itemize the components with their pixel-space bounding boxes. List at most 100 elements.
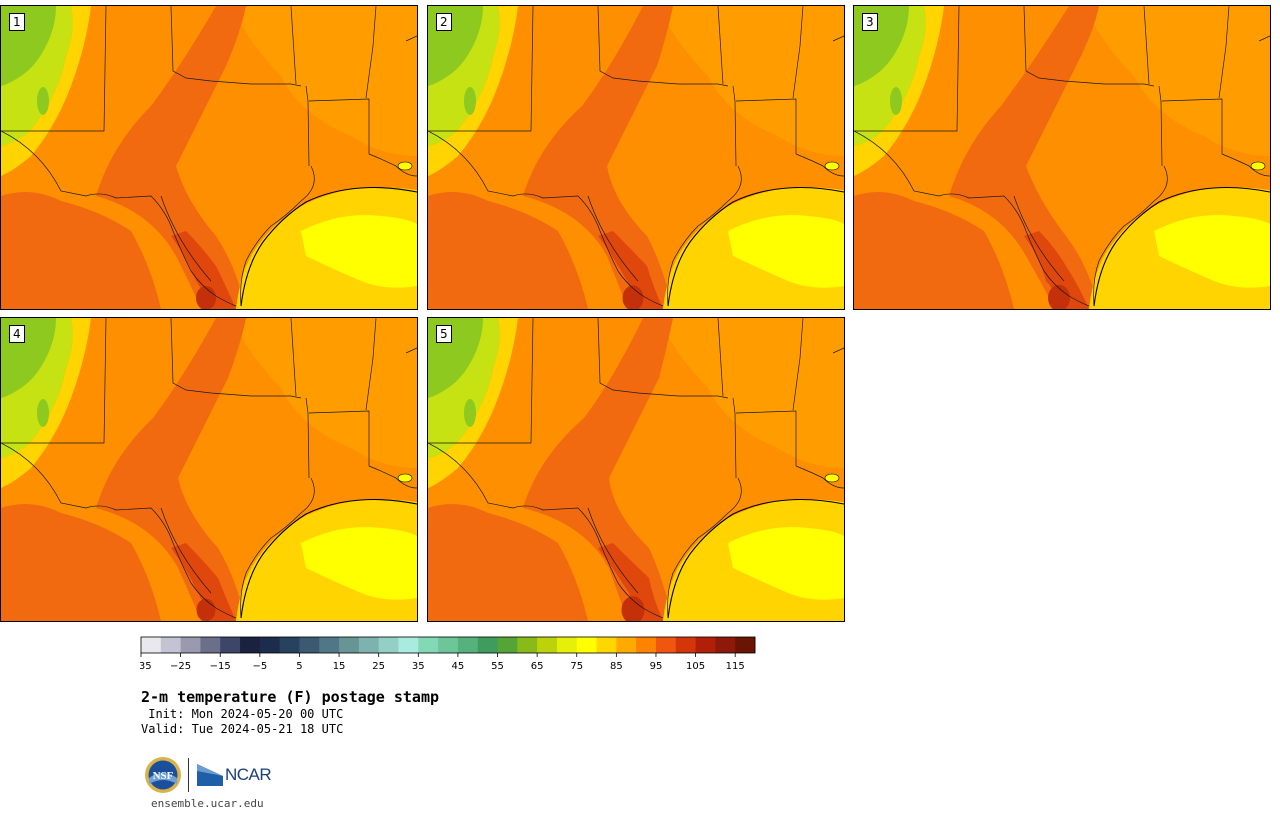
colorbar-swatch bbox=[616, 637, 637, 653]
boundary-line bbox=[732, 85, 737, 167]
ensemble-member-map-3: 3 bbox=[853, 5, 1271, 310]
member-number-label: 4 bbox=[9, 325, 25, 343]
temperature-region bbox=[854, 192, 1014, 309]
boundary-line bbox=[792, 6, 804, 99]
lake bbox=[824, 473, 840, 483]
colorbar-swatch bbox=[418, 637, 439, 653]
temperature-region bbox=[171, 543, 236, 621]
footer-url: ensemble.ucar.edu bbox=[151, 797, 264, 810]
colorbar-swatch bbox=[438, 637, 459, 653]
member-number-label: 2 bbox=[436, 13, 452, 31]
colorbar-swatch bbox=[339, 637, 360, 653]
temperature-region bbox=[523, 6, 673, 309]
boundary-line bbox=[597, 318, 729, 399]
nsf-logo-icon: NSF bbox=[145, 757, 181, 793]
colorbar-swatch bbox=[735, 637, 756, 653]
coastline bbox=[667, 498, 844, 619]
lake bbox=[397, 473, 413, 483]
colorbar-tick-label: 115 bbox=[726, 661, 745, 672]
temperature-region bbox=[37, 399, 49, 427]
temperature-region bbox=[96, 318, 246, 621]
boundary-line bbox=[1013, 195, 1065, 282]
member-number-label: 5 bbox=[436, 325, 452, 343]
colorbar-tick-label: 45 bbox=[452, 661, 465, 672]
colorbar-swatch bbox=[279, 637, 300, 653]
boundary-line bbox=[1, 442, 237, 619]
boundary-line bbox=[160, 195, 212, 282]
boundary-line bbox=[832, 347, 844, 354]
boundary-line bbox=[1023, 6, 1155, 87]
boundary-line bbox=[1, 6, 107, 132]
boundary-line bbox=[1143, 6, 1150, 85]
temperature-region bbox=[658, 318, 844, 468]
boundary-line bbox=[368, 153, 417, 177]
colorbar-tick-label: −5 bbox=[252, 661, 267, 672]
figure-title: 2-m temperature (F) postage stamp bbox=[141, 688, 440, 706]
colorbar-swatch bbox=[299, 637, 320, 653]
boundary-line bbox=[587, 195, 639, 282]
boundary-line bbox=[290, 318, 297, 397]
temperature-region bbox=[231, 6, 417, 156]
boundary-line bbox=[305, 397, 310, 479]
colorbar-tick-label: 95 bbox=[650, 661, 663, 672]
boundary-line bbox=[428, 130, 664, 307]
temperature-region bbox=[464, 399, 476, 427]
colorbar-swatch bbox=[220, 637, 241, 653]
ncar-logo-text: NCAR bbox=[225, 765, 272, 784]
boundary-line bbox=[428, 6, 534, 132]
temperature-region bbox=[1024, 231, 1089, 309]
boundary-line bbox=[1, 130, 237, 307]
temperature-region bbox=[890, 87, 902, 115]
temperature-region bbox=[464, 87, 476, 115]
colorbar-tick-label: −35 bbox=[140, 661, 152, 672]
temperature-region bbox=[428, 504, 588, 621]
colorbar-swatch bbox=[457, 637, 479, 653]
boundary-line bbox=[732, 397, 737, 479]
colorbar-swatch bbox=[358, 637, 380, 653]
temperature-region bbox=[96, 6, 246, 309]
boundary-line bbox=[428, 318, 534, 444]
temperature-region bbox=[231, 318, 417, 468]
colorbar-swatch bbox=[497, 637, 518, 653]
colorbar-swatch bbox=[160, 637, 182, 653]
boundary-line bbox=[368, 465, 417, 489]
boundary-line bbox=[717, 6, 724, 85]
temperature-region bbox=[658, 6, 844, 156]
colorbar-swatch bbox=[141, 637, 162, 653]
boundary-line bbox=[795, 153, 844, 177]
coastline bbox=[1093, 186, 1270, 307]
colorbar-swatch bbox=[715, 637, 736, 653]
boundary-line bbox=[792, 318, 804, 411]
temperature-region bbox=[428, 6, 518, 176]
temperature-region bbox=[949, 6, 1099, 309]
boundary-line bbox=[854, 130, 1090, 307]
colorbar-swatch bbox=[200, 637, 221, 653]
ensemble-member-map-2: 2 bbox=[427, 5, 845, 310]
temperature-region bbox=[854, 6, 944, 176]
boundary-line bbox=[308, 98, 370, 154]
member-number-label: 1 bbox=[9, 13, 25, 31]
colorbar-swatch bbox=[695, 637, 716, 653]
colorbar-tick-label: 15 bbox=[333, 661, 346, 672]
lake bbox=[824, 161, 840, 171]
colorbar-tick-label: −25 bbox=[170, 661, 191, 672]
temperature-region bbox=[598, 543, 663, 621]
temperature-region bbox=[171, 231, 236, 309]
temperature-colorbar: −35 −25 −15 −5 5 15 25 35 45 55 65 75 85 95 105 115 bbox=[140, 636, 756, 672]
gulf-water bbox=[301, 527, 417, 600]
member-number-label: 3 bbox=[862, 13, 878, 31]
ncar-logo-icon bbox=[197, 764, 223, 786]
boundary-line bbox=[240, 165, 315, 307]
gulf-water bbox=[728, 527, 844, 600]
temperature-region bbox=[1, 6, 91, 176]
colorbar-outline bbox=[140, 636, 756, 654]
colorbar-tick-label: 5 bbox=[296, 661, 302, 672]
coastline bbox=[667, 186, 844, 307]
colorbar-swatch bbox=[319, 637, 340, 653]
temperature-region bbox=[196, 598, 216, 621]
colorbar-swatch bbox=[675, 637, 696, 653]
boundary-line bbox=[365, 6, 377, 99]
temperature-region bbox=[428, 192, 588, 309]
boundary-line bbox=[735, 98, 797, 154]
temperature-region bbox=[622, 285, 644, 309]
